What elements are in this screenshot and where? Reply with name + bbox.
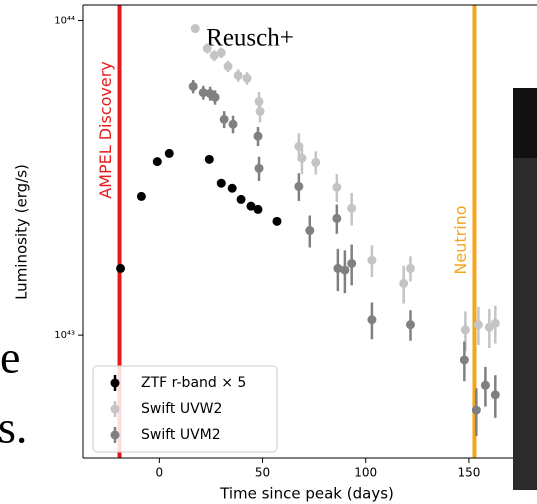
point [311, 157, 321, 167]
point [332, 213, 342, 223]
point [367, 315, 377, 325]
point [198, 88, 208, 98]
point [219, 114, 229, 124]
point [305, 226, 315, 236]
point [204, 154, 214, 164]
legend-marker [110, 378, 120, 388]
legend-label: Swift UVW2 [141, 401, 222, 417]
point [405, 320, 415, 330]
y-tick-label: 10⁴⁴ [54, 15, 75, 26]
point [480, 380, 490, 390]
x-tick-label: 100 [354, 466, 377, 480]
point [210, 92, 220, 102]
x-tick-label: 50 [255, 466, 270, 480]
point [490, 318, 500, 328]
point [459, 355, 469, 365]
point [136, 191, 146, 201]
point [255, 106, 265, 116]
y-tick-label: 10⁴³ [54, 330, 75, 341]
point [272, 216, 282, 226]
cover-top [513, 88, 537, 158]
point [223, 61, 233, 71]
x-axis-label: Time since peak (days) [219, 485, 394, 503]
point [209, 50, 219, 60]
annotation: Reusch+ [206, 25, 294, 52]
side-text: e [0, 332, 20, 383]
point [190, 24, 200, 34]
point [297, 153, 307, 163]
point [471, 405, 481, 415]
x-tick-label: 0 [156, 466, 164, 480]
point [188, 81, 198, 91]
x-tick-label: 150 [457, 466, 480, 480]
point [253, 204, 263, 214]
point [202, 43, 212, 53]
plot-area [116, 5, 500, 458]
point [242, 73, 252, 83]
point [367, 255, 377, 265]
point [236, 194, 246, 204]
point [333, 263, 343, 273]
point [347, 203, 357, 213]
point [164, 148, 174, 158]
point [253, 131, 263, 141]
event-label: Neutrino [451, 205, 470, 274]
point [332, 182, 342, 192]
point [294, 181, 304, 191]
legend-label: Swift UVM2 [141, 427, 221, 443]
y-axis-label: Luminosity (erg/s) [13, 164, 31, 300]
point [347, 258, 357, 268]
point [233, 70, 243, 80]
legend-marker [110, 430, 120, 440]
point [216, 48, 226, 58]
point [246, 201, 256, 211]
point [399, 278, 409, 288]
point [152, 157, 162, 167]
point [473, 320, 483, 330]
legend-box [92, 365, 278, 453]
legend-label: ZTF r-band × 5 [141, 375, 246, 391]
point [490, 390, 500, 400]
point [228, 119, 238, 129]
legend-marker [110, 404, 120, 414]
point [254, 163, 264, 173]
point [340, 265, 350, 275]
point [405, 263, 415, 273]
point [216, 178, 226, 188]
point [116, 263, 126, 273]
side-text: s. [0, 402, 27, 453]
point [460, 325, 470, 335]
event-label: AMPEL Discovery [96, 61, 115, 199]
point [227, 183, 237, 193]
